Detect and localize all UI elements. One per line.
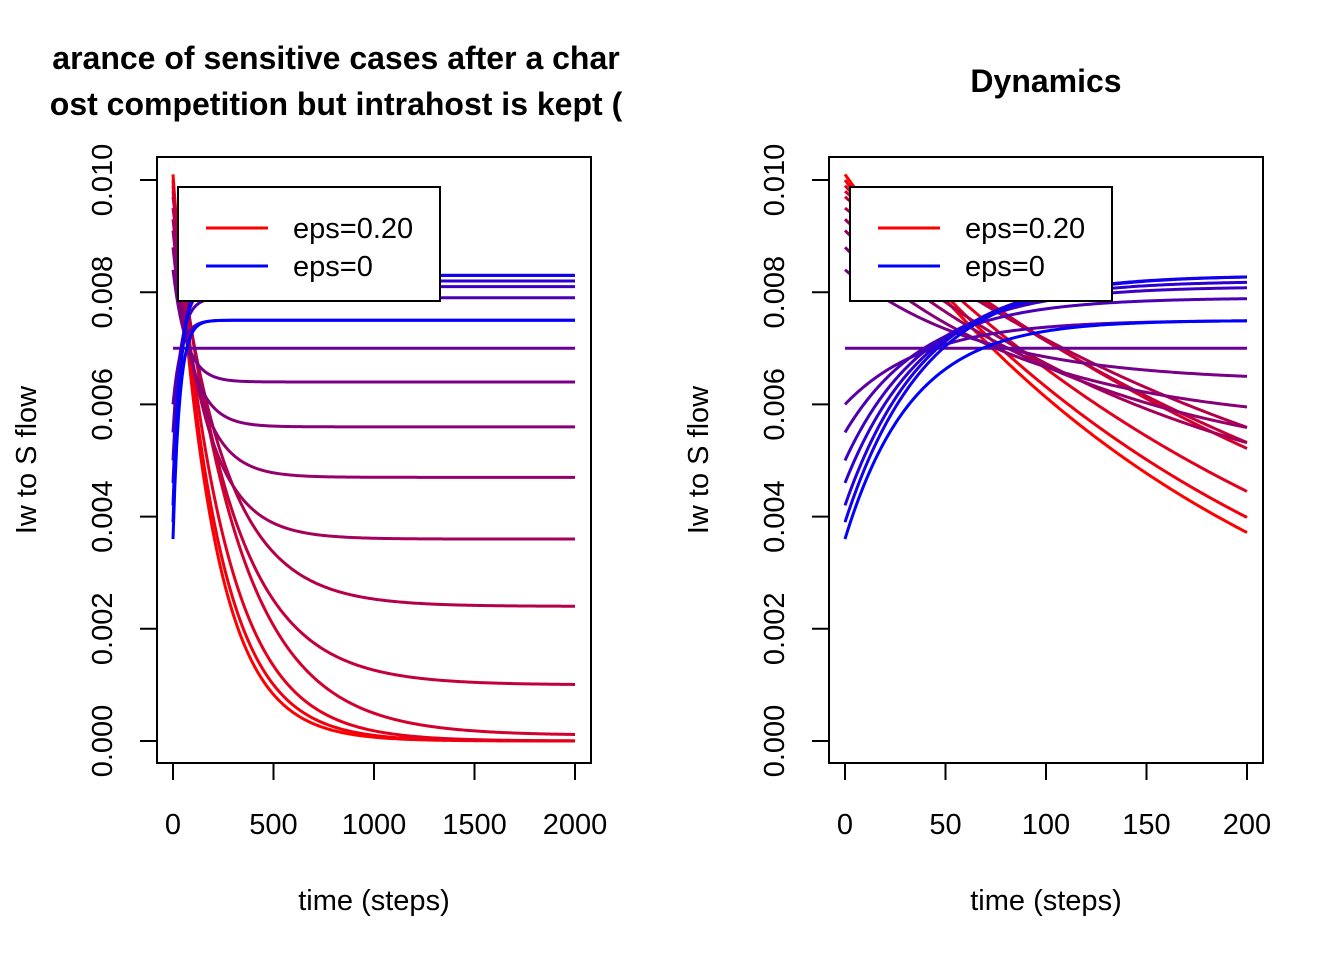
chart-right: Dynamics 0 50 100 150 200 time (steps) 0… [683,63,1271,917]
x-tick-label: 100 [1022,809,1070,841]
series-line-6 [171,207,576,608]
x-tick-label: 200 [1223,809,1271,841]
legend: eps=0.20 eps=0 [177,186,441,302]
chart-left: arance of sensitive cases after a char o… [11,40,623,917]
y-tick-label: 0.004 [759,480,791,553]
x-tick-label: 0 [837,809,853,841]
series-line-3 [171,185,575,743]
y-axis-label: Iw to S flow [11,385,43,534]
y-tick-label: 0.008 [759,256,791,329]
x-tick-label: 2000 [543,809,608,841]
legend-box [177,186,441,302]
x-tick-label: 1500 [442,809,507,841]
legend-box [849,186,1113,302]
series-line-9 [843,246,1248,409]
y-tick-label: 0.000 [87,705,119,778]
series-line-13 [843,297,1248,434]
series-line-4 [171,191,576,736]
y-axis-label: Iw to S flow [683,385,715,534]
chart-title: Dynamics [970,63,1121,99]
x-tick-label: 50 [929,809,961,841]
y-tick-label: 0.010 [87,144,119,217]
series-line-7 [171,219,575,541]
series-line-5 [171,196,576,686]
series-line-8 [171,230,575,479]
y-tick-label: 0.006 [759,368,791,441]
series-line-10 [171,269,575,384]
legend-label-eps-0: eps=0 [293,251,373,283]
x-tick-label: 0 [165,809,181,841]
x-tick-label: 500 [249,809,297,841]
y-tick-label: 0.006 [87,368,119,441]
y-tick-label: 0.002 [87,593,119,666]
chart-title-line-1: arance of sensitive cases after a char [52,40,619,76]
y-tick-label: 0.010 [759,144,791,217]
legend-label-eps-0: eps=0 [965,251,1045,283]
x-axis-label: time (steps) [298,885,449,917]
series-line-9 [171,247,575,429]
chart-title-line-2: ost competition but intrahost is kept ( [50,86,623,122]
x-axis-label: time (steps) [970,885,1121,917]
legend: eps=0.20 eps=0 [849,186,1113,302]
x-tick-label: 150 [1122,809,1170,841]
legend-label-eps-0-20: eps=0.20 [965,213,1085,245]
legend-label-eps-0-20: eps=0.20 [293,213,413,245]
x-tick-label: 1000 [342,809,407,841]
series-line-18 [171,318,575,540]
y-tick-label: 0.000 [759,705,791,778]
series-line-10 [844,268,1248,378]
y-tick-label: 0.004 [87,480,119,553]
y-tick-label: 0.008 [87,256,119,329]
series-line-18 [843,319,1248,540]
y-tick-label: 0.002 [759,593,791,666]
